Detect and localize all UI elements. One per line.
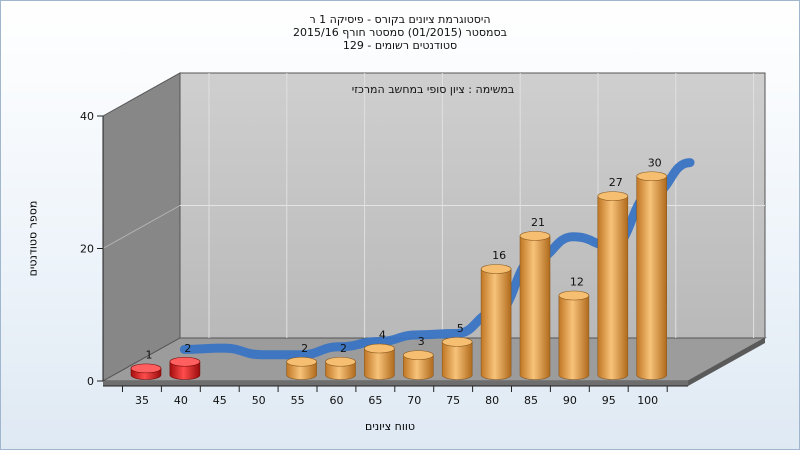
- x-tick-label: 80: [485, 394, 499, 407]
- x-tick-label: 70: [407, 394, 421, 407]
- chart-title-line-2: בסמסטר (01/2015) סמסטר חורף 2015/16: [293, 26, 507, 39]
- floor-side-edge: [688, 338, 765, 386]
- bar: 21: [519, 216, 551, 380]
- x-tick-label: 60: [330, 394, 344, 407]
- x-tick-label: 65: [368, 394, 382, 407]
- bar-top: [441, 337, 473, 347]
- bar-value-label: 1: [146, 348, 153, 361]
- x-tick-label: 55: [291, 394, 305, 407]
- bar-body: [636, 175, 667, 380]
- bar: 12: [558, 276, 590, 380]
- x-tick-label: 95: [602, 394, 616, 407]
- x-tick-label: 100: [637, 394, 658, 407]
- floor-front-edge: [103, 381, 688, 386]
- x-tick-label: 90: [563, 394, 577, 407]
- bar-top: [480, 264, 512, 274]
- bar: 3: [402, 335, 434, 380]
- chart-title-line-3: 129 - סטודנטים רשומים: [342, 39, 458, 52]
- bar-top: [519, 231, 551, 241]
- x-tick-label: 45: [213, 394, 227, 407]
- chart-subtitle: במשימה : ציון סופי במחשב המרכזי: [352, 83, 515, 96]
- bar: 2: [286, 342, 317, 380]
- bar: 5: [441, 322, 473, 380]
- x-tick-label: 50: [252, 394, 266, 407]
- bar-value-label: 3: [418, 335, 425, 348]
- x-tick-label: 85: [524, 394, 538, 407]
- x-axis-label: טווח ציונים: [365, 420, 415, 433]
- bar: 30: [636, 156, 668, 380]
- bar-value-label: 27: [609, 176, 623, 189]
- bar: 2: [325, 342, 356, 380]
- bar-body: [325, 361, 356, 380]
- bar-body: [480, 268, 512, 380]
- x-tick-label: 35: [135, 394, 149, 407]
- chart-title-line-1: היסטוגרמת ציונים בקורס - פיסיקה 1 ר: [309, 13, 491, 26]
- bar-top: [364, 343, 395, 354]
- bar-top: [325, 356, 356, 367]
- bar-top: [597, 191, 629, 201]
- bar-value-label: 30: [648, 156, 662, 169]
- bar: 2: [169, 342, 201, 380]
- grid-line-left: [102, 205, 181, 249]
- bar-value-label: 4: [379, 329, 386, 342]
- bar-value-label: 16: [492, 249, 506, 262]
- bar: 1: [130, 348, 162, 380]
- bar-value-label: 2: [301, 342, 308, 355]
- bar-top: [169, 356, 201, 367]
- bar: 4: [364, 329, 395, 380]
- y-tick-label: 40: [80, 110, 94, 123]
- bar-value-label: 2: [184, 342, 191, 355]
- bar-body: [558, 295, 590, 380]
- y-tick-label: 0: [87, 375, 94, 388]
- bar-value-label: 12: [570, 276, 584, 289]
- bar-top: [636, 171, 668, 182]
- bar-body: [403, 354, 434, 380]
- bar-body: [519, 235, 551, 380]
- bar-top: [402, 350, 434, 360]
- bar-top: [286, 356, 317, 367]
- x-tick-label: 40: [174, 394, 188, 407]
- x-tick-label: 75: [446, 394, 460, 407]
- bar-top: [130, 363, 162, 374]
- bar-value-label: 21: [531, 216, 545, 229]
- bar-body: [597, 195, 629, 380]
- bar-value-label: 5: [457, 322, 464, 335]
- bar: 16: [480, 249, 512, 380]
- bar-value-label: 2: [340, 342, 347, 355]
- bar-body: [364, 348, 395, 380]
- bar-body: [169, 361, 201, 380]
- bar-body: [286, 361, 317, 380]
- bar: 27: [597, 176, 629, 380]
- y-tick-label: 20: [80, 243, 94, 256]
- bar-top: [558, 290, 590, 301]
- grid-lines: [102, 73, 765, 338]
- bar-body: [441, 341, 473, 380]
